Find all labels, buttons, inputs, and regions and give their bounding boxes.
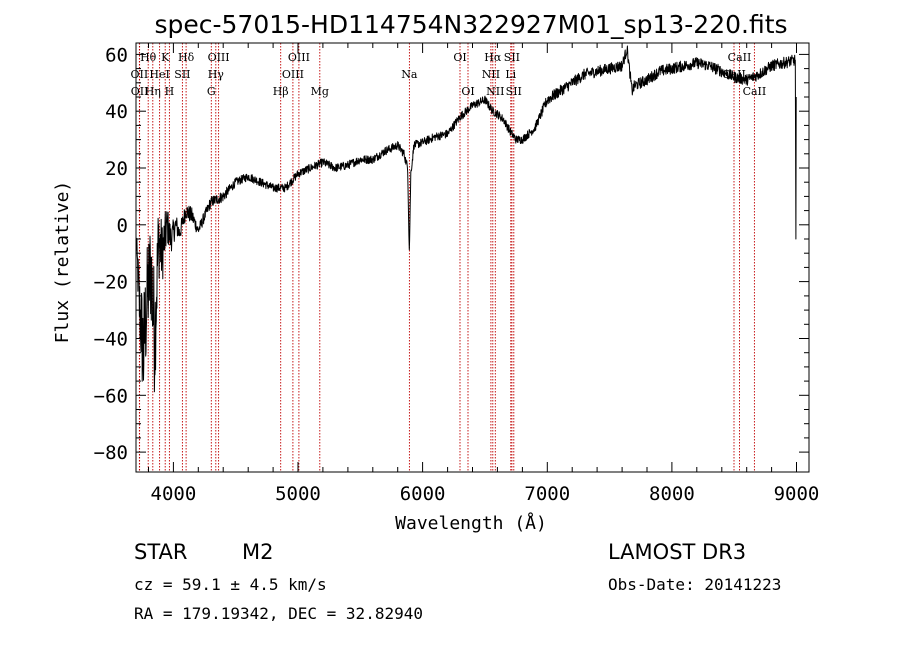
spectral-line-label: OI [453,51,466,64]
x-axis-label: Wavelength (Å) [395,512,547,534]
spectral-line-label: Hβ [273,85,289,98]
spectral-line-label: Hα [484,51,502,64]
spectral-line-label: Hδ [178,51,195,64]
y-tick-label: 40 [105,101,128,123]
spectral-line-label: CaII [743,85,767,98]
plot-axes: 4000 5000 6000 7000 8000 9000 −80 −60 −40 −20 0 20 4… [94,42,820,505]
spectral-line-label: Mg [311,85,329,98]
spectral-line-label: Hγ [208,68,225,81]
x-tick-label: 8000 [649,483,695,505]
spectral-line-label: NII [482,68,500,81]
object-class: STAR [134,540,188,564]
spectral-line-label: SII [174,68,190,81]
spectral-line-label: CaII [728,51,752,64]
y-axis-label: Flux (relative) [52,181,73,344]
spectral-line-label: OIII [208,51,230,64]
spectral-line-label: NII [486,85,504,98]
x-tick-label: 9000 [774,483,820,505]
chart-title: spec-57015-HD114754N322927M01_sp13-220.f… [154,10,787,39]
y-tick-label: −20 [94,272,128,294]
redshift-cz: cz = 59.1 ± 4.5 km/s [134,575,327,594]
x-tick-label: 5000 [275,483,321,505]
y-tick-label: −60 [94,385,128,407]
y-tick-label: 0 [117,215,128,237]
object-subclass: M2 [242,540,274,564]
spectrum-line [135,45,797,393]
coordinates: RA = 179.19342, DEC = 32.82940 [134,604,423,623]
spectral-line-labels: HθOIIOIIHηHeIKHSIIHδGHγOIIIHβOIIIOIIIMgN… [131,51,767,98]
spectral-line-label: Li [505,68,516,81]
y-tick-label: −80 [94,442,128,464]
spectrum-series [135,45,797,393]
spectral-line-label: OIII [282,68,304,81]
x-tick-label: 6000 [400,483,446,505]
y-tick-label: 20 [105,158,128,180]
spectral-line-label: SII [504,51,520,64]
spectral-line-label: Na [401,68,418,81]
spectral-line-label: Hη [145,85,161,98]
survey-name: LAMOST DR3 [608,540,747,564]
spectral-line-label: HeI [149,68,169,81]
spectral-line-label: H [165,85,175,98]
spectral-line-markers [138,43,755,472]
y-tick-label: 60 [105,44,128,66]
x-tick-label: 7000 [524,483,570,505]
spectral-line-label: Hθ [140,51,157,64]
spectral-line-label: K [161,51,170,64]
observation-date: Obs-Date: 20141223 [608,575,782,594]
spectral-line-label: G [207,85,216,98]
spectral-line-label: SII [506,85,522,98]
x-tick-label: 4000 [151,483,197,505]
spectral-line-label: OI [461,85,474,98]
spectral-line-label: OII [131,68,149,81]
spectral-line-label: CaII [722,68,746,81]
spectral-line-label: OII [131,85,149,98]
y-tick-label: −40 [94,329,128,351]
spectral-line-label: OIII [288,51,310,64]
